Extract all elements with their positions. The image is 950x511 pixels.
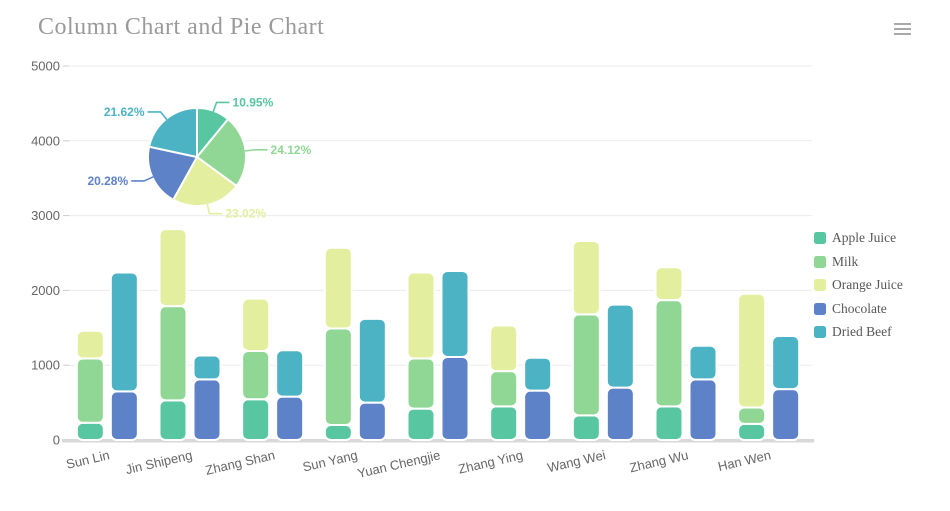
bar-segment-apple-juice[interactable] [489, 405, 519, 441]
bar-segment-milk[interactable] [571, 313, 601, 417]
bar-segment-chocolate[interactable] [771, 388, 801, 441]
pie-label: 23.02% [225, 207, 266, 221]
x-axis-label: Zhang Wu [628, 447, 690, 475]
pie-label-line [147, 111, 168, 121]
bar-segment-chocolate[interactable] [109, 390, 139, 442]
bar-segment-apple-juice[interactable] [323, 424, 353, 442]
bar-segment-orange-juice[interactable] [406, 271, 436, 360]
x-axis-label: Han Wen [716, 447, 772, 474]
bar-segment-apple-juice[interactable] [158, 399, 188, 441]
bar-segment-milk[interactable] [737, 406, 767, 425]
bar-segment-dried-beef[interactable] [357, 317, 387, 404]
legend: Apple Juice Milk Orange Juice Chocolate Drie… [814, 230, 903, 348]
pie-label-line [206, 203, 223, 215]
legend-item-chocolate[interactable]: Chocolate [814, 301, 903, 317]
bar-segment-chocolate[interactable] [275, 395, 305, 441]
bar-segment-chocolate[interactable] [192, 378, 222, 441]
bar-segment-milk[interactable] [406, 357, 436, 410]
x-axis-line [62, 439, 814, 443]
bar-segment-orange-juice[interactable] [489, 324, 519, 373]
bar-segment-apple-juice[interactable] [75, 421, 105, 441]
pie-label-line [212, 101, 230, 113]
x-axis-label: Jin Shipeng [124, 447, 194, 477]
hamburger-icon [894, 22, 911, 26]
bar-segment-orange-juice[interactable] [654, 266, 684, 302]
pie-label-line [244, 148, 268, 152]
legend-item-milk[interactable]: Milk [814, 254, 903, 270]
x-axis-label: Zhang Shan [204, 447, 276, 478]
legend-item-dried-beef[interactable]: Dried Beef [814, 324, 903, 340]
bar-segment-orange-juice[interactable] [158, 228, 188, 308]
bar-segment-dried-beef[interactable] [275, 349, 305, 398]
bar-segment-dried-beef[interactable] [192, 354, 222, 381]
bar-segment-orange-juice[interactable] [75, 329, 105, 360]
y-axis-label: 5000 [31, 59, 60, 74]
bar-segment-milk[interactable] [323, 327, 353, 427]
bar-segment-orange-juice[interactable] [737, 292, 767, 409]
x-axis-label: Sun Lin [65, 447, 111, 472]
y-axis-label: 4000 [31, 133, 60, 148]
pie-label: 20.28% [87, 174, 128, 188]
y-axis-label: 1000 [31, 358, 60, 373]
bar-segment-milk[interactable] [158, 305, 188, 402]
x-axis-label: Yuan Chengjie [356, 447, 442, 481]
chart-title: Column Chart and Pie Chart [38, 14, 325, 40]
legend-item-orange-juice[interactable]: Orange Juice [814, 277, 903, 293]
y-axis-label: 2000 [31, 283, 60, 298]
hamburger-icon [894, 32, 911, 36]
bar-segment-milk[interactable] [75, 357, 105, 424]
pie-label: 24.12% [271, 143, 312, 157]
bar-segment-chocolate[interactable] [357, 401, 387, 442]
bar-segment-milk[interactable] [241, 349, 271, 401]
legend-swatch-icon [814, 326, 826, 338]
legend-label: Milk [832, 253, 859, 269]
bar-segment-orange-juice[interactable] [323, 246, 353, 330]
legend-swatch-icon [814, 302, 826, 315]
legend-label: Dried Beef [832, 324, 892, 339]
y-axis-label: 0 [53, 433, 60, 448]
bar-segment-chocolate[interactable] [523, 389, 553, 441]
bar-segment-dried-beef[interactable] [440, 269, 470, 358]
bar-segment-chocolate[interactable] [440, 355, 470, 441]
x-axis-label: Wang Wei [546, 447, 607, 475]
legend-swatch-icon [814, 232, 826, 244]
hamburger-icon [894, 27, 911, 31]
bar-segment-orange-juice[interactable] [241, 297, 271, 352]
bar-segment-apple-juice[interactable] [737, 422, 767, 441]
bar-segment-apple-juice[interactable] [241, 398, 271, 442]
bar-segment-dried-beef[interactable] [109, 271, 139, 393]
bar-segment-dried-beef[interactable] [523, 356, 553, 392]
bar-segment-apple-juice[interactable] [571, 414, 601, 442]
bar-segment-milk[interactable] [489, 370, 519, 408]
bar-segment-apple-juice[interactable] [406, 407, 436, 442]
x-axis-label: Zhang Ying [457, 447, 524, 476]
menu-button[interactable] [894, 20, 914, 38]
y-axis-label: 3000 [31, 208, 60, 223]
legend-swatch-icon [814, 255, 826, 268]
bar-segment-apple-juice[interactable] [654, 405, 684, 441]
legend-label: Orange Juice [832, 277, 903, 292]
bar-segment-chocolate[interactable] [605, 386, 635, 442]
bar-segment-milk[interactable] [654, 299, 684, 408]
legend-label: Apple Juice [832, 230, 897, 245]
bar-segment-dried-beef[interactable] [688, 344, 718, 381]
legend-item-apple-juice[interactable]: Apple Juice [814, 230, 903, 246]
bar-segment-dried-beef[interactable] [605, 303, 635, 389]
pie-label: 10.95% [233, 95, 274, 109]
bar-segment-chocolate[interactable] [688, 378, 718, 441]
legend-label: Chocolate [832, 300, 887, 316]
pie-label: 21.62% [104, 105, 145, 119]
x-axis-label: Sun Yang [301, 447, 359, 474]
legend-swatch-icon [814, 279, 826, 291]
pie-label-line [131, 176, 154, 182]
bar-segment-dried-beef[interactable] [771, 335, 801, 391]
bar-segment-orange-juice[interactable] [571, 240, 601, 316]
